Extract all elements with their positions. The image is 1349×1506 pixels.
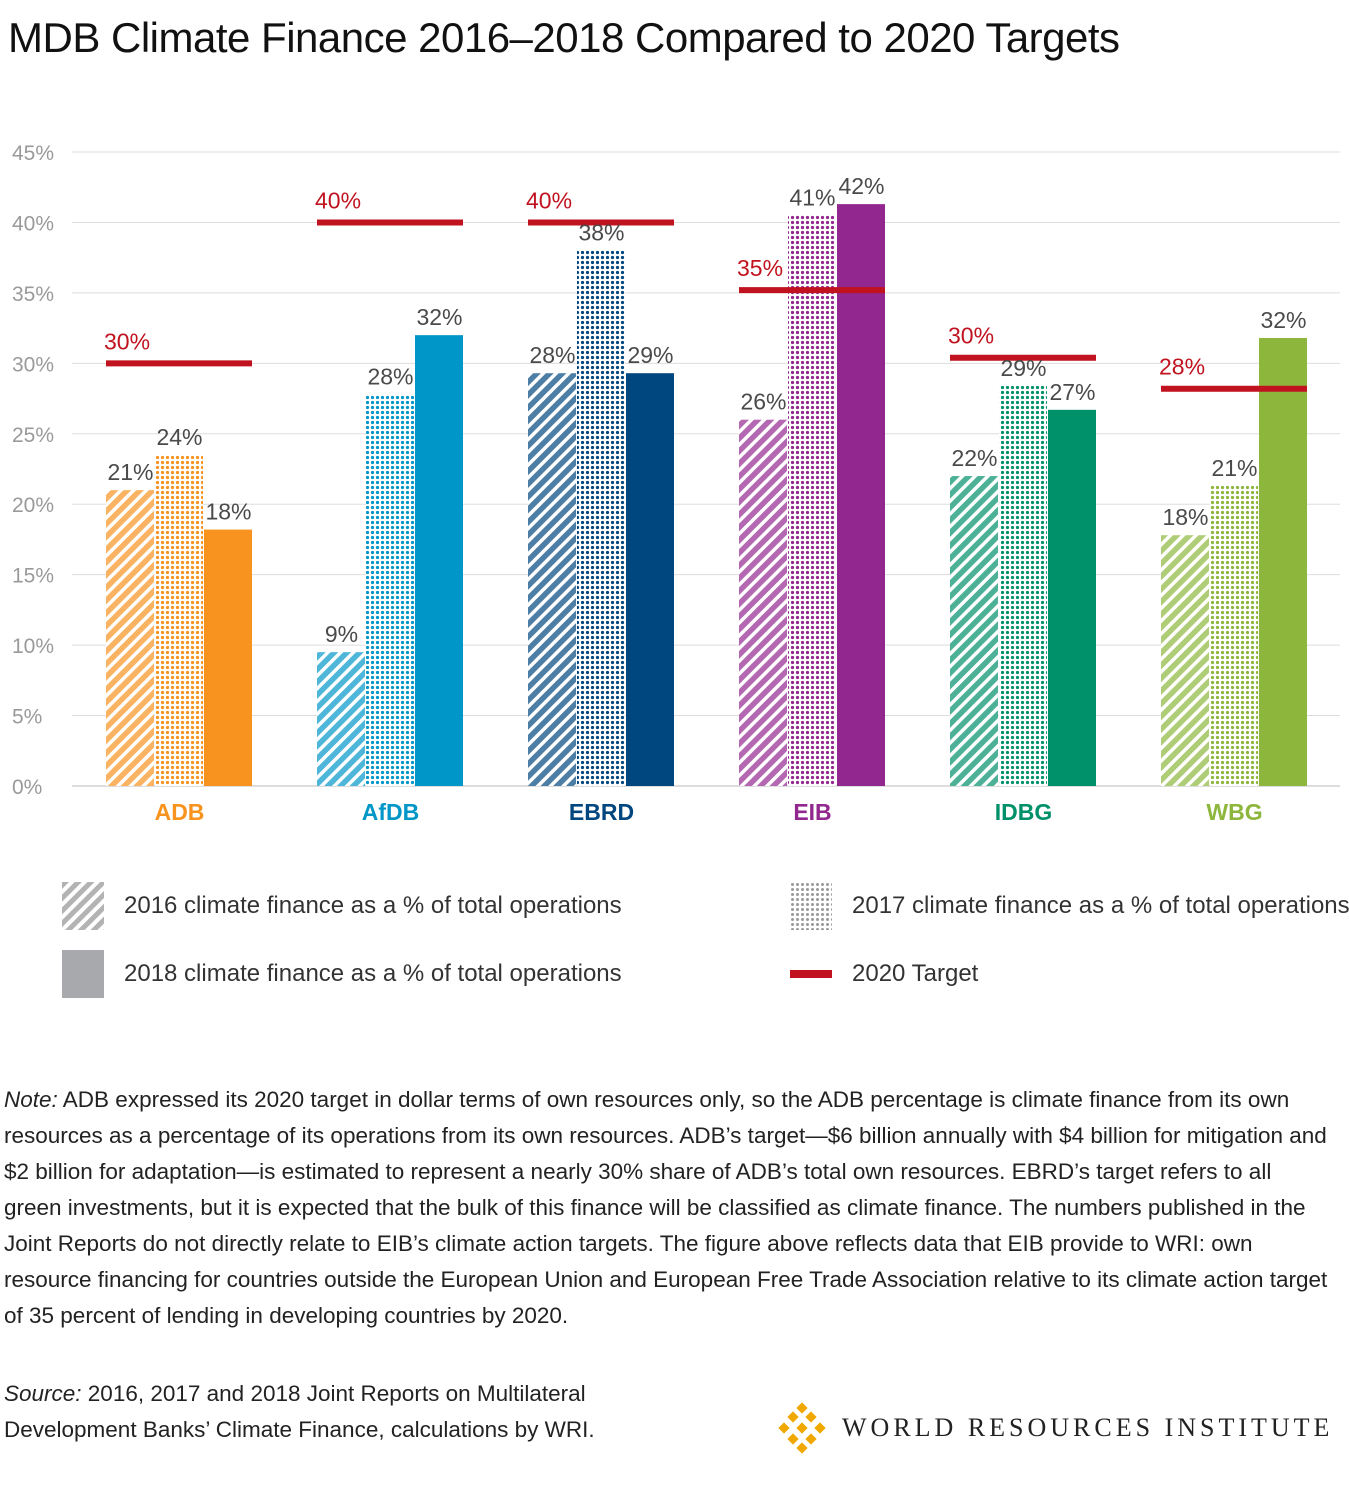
bar-eib-dot xyxy=(788,215,836,786)
chart-source: Source: 2016, 2017 and 2018 Joint Report… xyxy=(4,1376,644,1448)
target-label: 30% xyxy=(104,328,150,354)
bar-adb-stripe xyxy=(106,490,154,786)
stripe-swatch-icon xyxy=(62,882,104,930)
data-label: 24% xyxy=(156,424,202,450)
data-label: 26% xyxy=(740,389,786,415)
source-text: 2016, 2017 and 2018 Joint Reports on Mul… xyxy=(4,1381,595,1442)
data-label: 21% xyxy=(1211,455,1257,481)
bar-adb-solid xyxy=(204,529,252,786)
data-label: 41% xyxy=(789,184,835,210)
legend-item-target: 2020 Target xyxy=(790,950,978,998)
legend-item-2017: 2017 climate finance as a % of total ope… xyxy=(790,882,1349,930)
bar-idbg-dot xyxy=(999,385,1047,786)
bar-chart: 21%24%18%30%9%28%32%40%28%38%29%40%26%41… xyxy=(12,142,1340,825)
solid-swatch-icon xyxy=(62,950,104,998)
bar-ebrd-stripe xyxy=(528,373,576,786)
target-label: 30% xyxy=(948,323,994,349)
target-label: 40% xyxy=(526,187,572,213)
y-tick-label: 15% xyxy=(12,565,54,588)
x-tick-label: AfDB xyxy=(362,799,420,825)
legend-item-2016: 2016 climate finance as a % of total ope… xyxy=(62,882,622,930)
bar-ebrd-solid xyxy=(626,373,674,786)
bar-wbg-dot xyxy=(1210,485,1258,786)
y-tick-label: 40% xyxy=(12,212,54,235)
note-text: ADB expressed its 2020 target in dollar … xyxy=(4,1087,1328,1328)
bar-afdb-solid xyxy=(415,335,463,786)
data-label: 18% xyxy=(1162,504,1208,530)
dot-swatch-icon xyxy=(790,882,832,930)
target-label: 40% xyxy=(315,187,361,213)
bar-adb-dot xyxy=(155,454,203,786)
y-tick-label: 0% xyxy=(12,776,42,799)
data-label: 28% xyxy=(529,342,575,368)
bar-afdb-dot xyxy=(366,394,414,786)
y-tick-label: 5% xyxy=(12,706,42,729)
chart-title: MDB Climate Finance 2016–2018 Compared t… xyxy=(8,14,1120,61)
target-label: 28% xyxy=(1159,354,1205,380)
legend-label-2017: 2017 climate finance as a % of total ope… xyxy=(852,892,1349,919)
legend-item-2018: 2018 climate finance as a % of total ope… xyxy=(62,950,622,998)
target-line-swatch-icon xyxy=(790,970,832,978)
data-label: 27% xyxy=(1049,379,1095,405)
bar-ebrd-dot xyxy=(577,250,625,787)
source-prefix: Source: xyxy=(4,1381,82,1406)
data-label: 18% xyxy=(205,499,251,525)
bar-idbg-solid xyxy=(1048,409,1096,786)
bar-wbg-stripe xyxy=(1161,535,1209,786)
data-label: 32% xyxy=(1260,307,1306,333)
data-label: 29% xyxy=(627,342,673,368)
x-tick-label: ADB xyxy=(155,799,205,825)
legend-label-target: 2020 Target xyxy=(852,960,979,987)
bar-eib-solid xyxy=(837,204,885,786)
bar-eib-stripe xyxy=(739,419,787,786)
y-tick-label: 30% xyxy=(12,353,54,376)
data-label: 29% xyxy=(1000,355,1046,381)
data-label: 21% xyxy=(107,459,153,485)
legend-label-2018: 2018 climate finance as a % of total ope… xyxy=(124,960,622,987)
x-tick-label: WBG xyxy=(1206,799,1262,825)
bar-wbg-solid xyxy=(1259,337,1307,786)
chart-note: Note: ADB expressed its 2020 target in d… xyxy=(4,1082,1334,1334)
wri-diamond-icon xyxy=(778,1402,826,1454)
data-label: 42% xyxy=(838,173,884,199)
y-tick-label: 45% xyxy=(12,142,54,165)
data-label: 28% xyxy=(367,363,413,389)
note-prefix: Note: xyxy=(4,1087,58,1112)
legend-label-2016: 2016 climate finance as a % of total ope… xyxy=(124,892,622,919)
wri-logo: WORLD RESOURCES INSTITUTE xyxy=(776,1402,1333,1454)
data-label: 38% xyxy=(578,220,624,246)
wri-logo-text: WORLD RESOURCES INSTITUTE xyxy=(842,1413,1334,1442)
x-tick-label: EIB xyxy=(793,799,831,825)
data-label: 32% xyxy=(416,304,462,330)
y-tick-label: 20% xyxy=(12,494,54,517)
y-tick-label: 25% xyxy=(12,424,54,447)
data-label: 22% xyxy=(951,445,997,471)
bar-idbg-stripe xyxy=(950,476,998,786)
y-tick-label: 10% xyxy=(12,635,54,658)
data-label: 9% xyxy=(325,621,358,647)
y-tick-label: 35% xyxy=(12,283,54,306)
bar-afdb-stripe xyxy=(317,652,365,786)
x-tick-label: EBRD xyxy=(569,799,634,825)
target-label: 35% xyxy=(737,255,783,281)
x-tick-label: IDBG xyxy=(995,799,1053,825)
